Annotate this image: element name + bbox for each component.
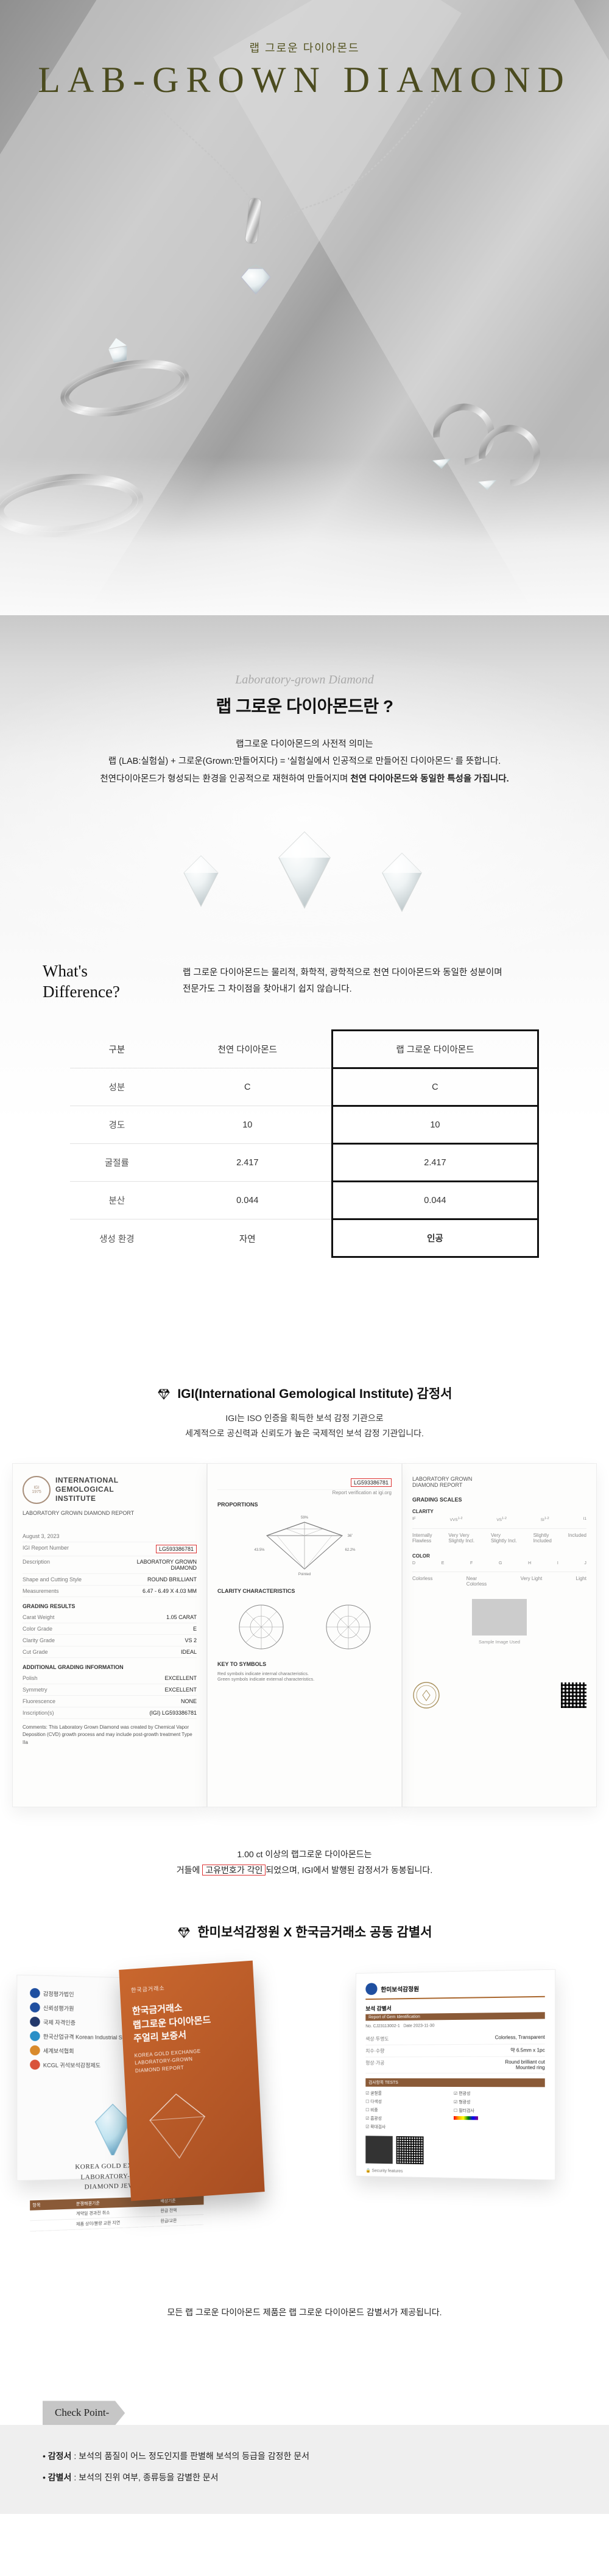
svg-text:62.2%: 62.2% bbox=[345, 1548, 356, 1552]
svg-text:43.5%: 43.5% bbox=[254, 1548, 265, 1552]
svg-text:59%: 59% bbox=[301, 1516, 309, 1520]
svg-text:Pointed: Pointed bbox=[298, 1573, 311, 1576]
svg-text:36˚: 36˚ bbox=[348, 1534, 353, 1538]
